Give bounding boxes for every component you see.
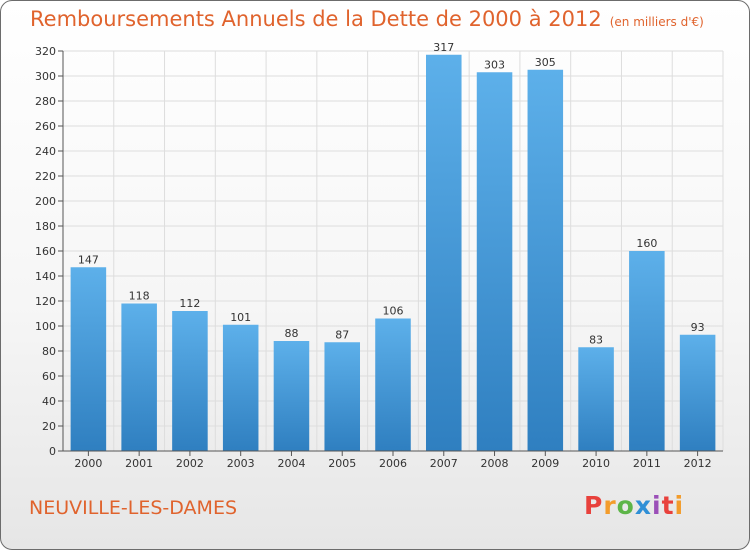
bar-2001: [121, 303, 157, 451]
logo-letter: i: [674, 491, 685, 520]
y-tick-label: 300: [35, 70, 56, 83]
x-tick-label: 2001: [125, 457, 153, 470]
y-tick-label: 180: [35, 220, 56, 233]
bar-2007: [426, 54, 462, 451]
x-tick-label: 2010: [582, 457, 610, 470]
x-tick-label: 2006: [379, 457, 407, 470]
bar-2009: [527, 69, 564, 451]
x-tick-label: 2002: [176, 457, 204, 470]
y-tick-label: 40: [42, 395, 56, 408]
y-tick-label: 80: [42, 345, 56, 358]
logo-letter: P: [584, 491, 604, 520]
logo-letter: i: [652, 491, 662, 520]
bar-2008: [476, 72, 513, 451]
data-label-2005: 87: [335, 328, 349, 341]
y-tick-label: 60: [42, 370, 56, 383]
logo-letter: t: [661, 491, 675, 520]
data-label-2000: 147: [78, 253, 99, 266]
bar-2000: [70, 267, 107, 451]
logo-letter: r: [603, 491, 617, 520]
x-tick-label: 2008: [481, 457, 509, 470]
bar-2010: [578, 347, 614, 451]
y-tick-label: 320: [35, 45, 56, 58]
data-label-2004: 88: [284, 327, 298, 340]
y-tick-label: 280: [35, 95, 56, 108]
proxiti-logo[interactable]: Proxiti: [584, 491, 684, 520]
bar-2011: [629, 251, 665, 451]
axes: 0 20 40 60 80 100 120 140 160 180 200 220 240 260 280 3…: [35, 45, 723, 470]
y-tick-label: 140: [35, 270, 56, 283]
data-label-2001: 118: [129, 290, 150, 303]
chart-title-text: Remboursements Annuels de la Dette de 20…: [30, 7, 602, 31]
y-tick-label: 220: [35, 170, 56, 183]
data-label-2010: 83: [589, 333, 603, 346]
y-tick-label: 0: [49, 445, 56, 458]
data-label-2003: 101: [230, 311, 251, 324]
y-tick-label: 200: [35, 195, 56, 208]
x-tick-label: 2007: [430, 457, 458, 470]
y-tick-label: 260: [35, 120, 56, 133]
y-tick-label: 20: [42, 420, 56, 433]
commune-name: NEUVILLE-LES-DAMES: [29, 497, 238, 519]
data-label-2012: 93: [691, 321, 705, 334]
bars: 147 118 112 101 88 87 106 317 303 305 83 160 93: [70, 41, 716, 451]
data-label-2006: 106: [383, 305, 404, 318]
y-tick-label: 120: [35, 295, 56, 308]
x-tick-label: 2012: [684, 457, 712, 470]
data-label-2008: 303: [484, 58, 505, 71]
data-label-2011: 160: [636, 237, 657, 250]
data-label-2002: 112: [179, 297, 200, 310]
chart-unit: (en milliers d'€): [609, 15, 704, 29]
x-tick-label: 2009: [531, 457, 559, 470]
bar-2004: [273, 341, 310, 451]
x-tick-label: 2004: [277, 457, 305, 470]
data-label-2007: 317: [433, 41, 454, 54]
data-label-2009: 305: [535, 56, 556, 69]
chart-title: Remboursements Annuels de la Dette de 20…: [30, 7, 704, 31]
bar-2002: [172, 311, 208, 451]
bar-2012: [679, 334, 716, 451]
x-tick-label: 2000: [74, 457, 102, 470]
logo-letter: x: [634, 491, 652, 520]
y-tick-label: 240: [35, 145, 56, 158]
y-tick-label: 100: [35, 320, 56, 333]
x-tick-label: 2011: [633, 457, 661, 470]
x-tick-label: 2003: [227, 457, 255, 470]
bar-2005: [324, 342, 360, 451]
x-tick-label: 2005: [328, 457, 356, 470]
logo-letter: o: [616, 491, 635, 520]
bar-2006: [375, 318, 411, 451]
y-tick-label: 160: [35, 245, 56, 258]
bar-2003: [222, 324, 259, 451]
